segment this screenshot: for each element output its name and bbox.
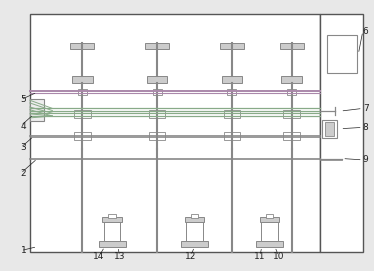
Bar [322,120,337,138]
Bar [185,217,204,222]
Bar [221,76,242,83]
Bar [227,89,236,95]
Bar [320,14,363,252]
Text: 7: 7 [363,104,368,113]
Text: 10: 10 [273,251,284,261]
Bar [30,99,44,121]
Bar [99,241,126,247]
Bar [266,214,273,218]
Bar [327,35,357,73]
Text: 8: 8 [363,123,368,132]
Bar [30,14,320,252]
Bar [147,76,167,83]
Bar [256,241,283,247]
Bar [220,43,244,49]
Text: 6: 6 [363,27,368,36]
Bar [70,43,94,49]
Text: 12: 12 [185,251,196,261]
Bar [149,110,165,118]
Text: 4: 4 [21,121,26,131]
Text: 1: 1 [21,246,26,255]
Bar [279,43,304,49]
Bar [287,89,296,95]
Bar [153,89,162,95]
Bar [145,43,169,49]
Bar [104,222,120,241]
Bar [186,222,203,241]
Bar [224,132,240,140]
Bar [260,217,279,222]
Text: 5: 5 [21,95,26,104]
Bar [108,214,116,218]
Text: 13: 13 [114,251,125,261]
Bar [78,89,87,95]
Bar [325,122,334,136]
Text: 11: 11 [254,251,266,261]
Bar [74,132,91,140]
Bar [281,76,302,83]
Bar [102,217,122,222]
Bar [283,110,300,118]
Bar [261,222,278,241]
Bar [74,110,91,118]
Bar [72,76,92,83]
Bar [149,132,165,140]
Bar [191,214,198,218]
Text: 14: 14 [94,251,105,261]
Text: 9: 9 [363,155,368,164]
Text: 2: 2 [21,169,26,178]
Bar [224,110,240,118]
Text: 3: 3 [21,143,26,152]
Bar [283,132,300,140]
Bar [181,241,208,247]
